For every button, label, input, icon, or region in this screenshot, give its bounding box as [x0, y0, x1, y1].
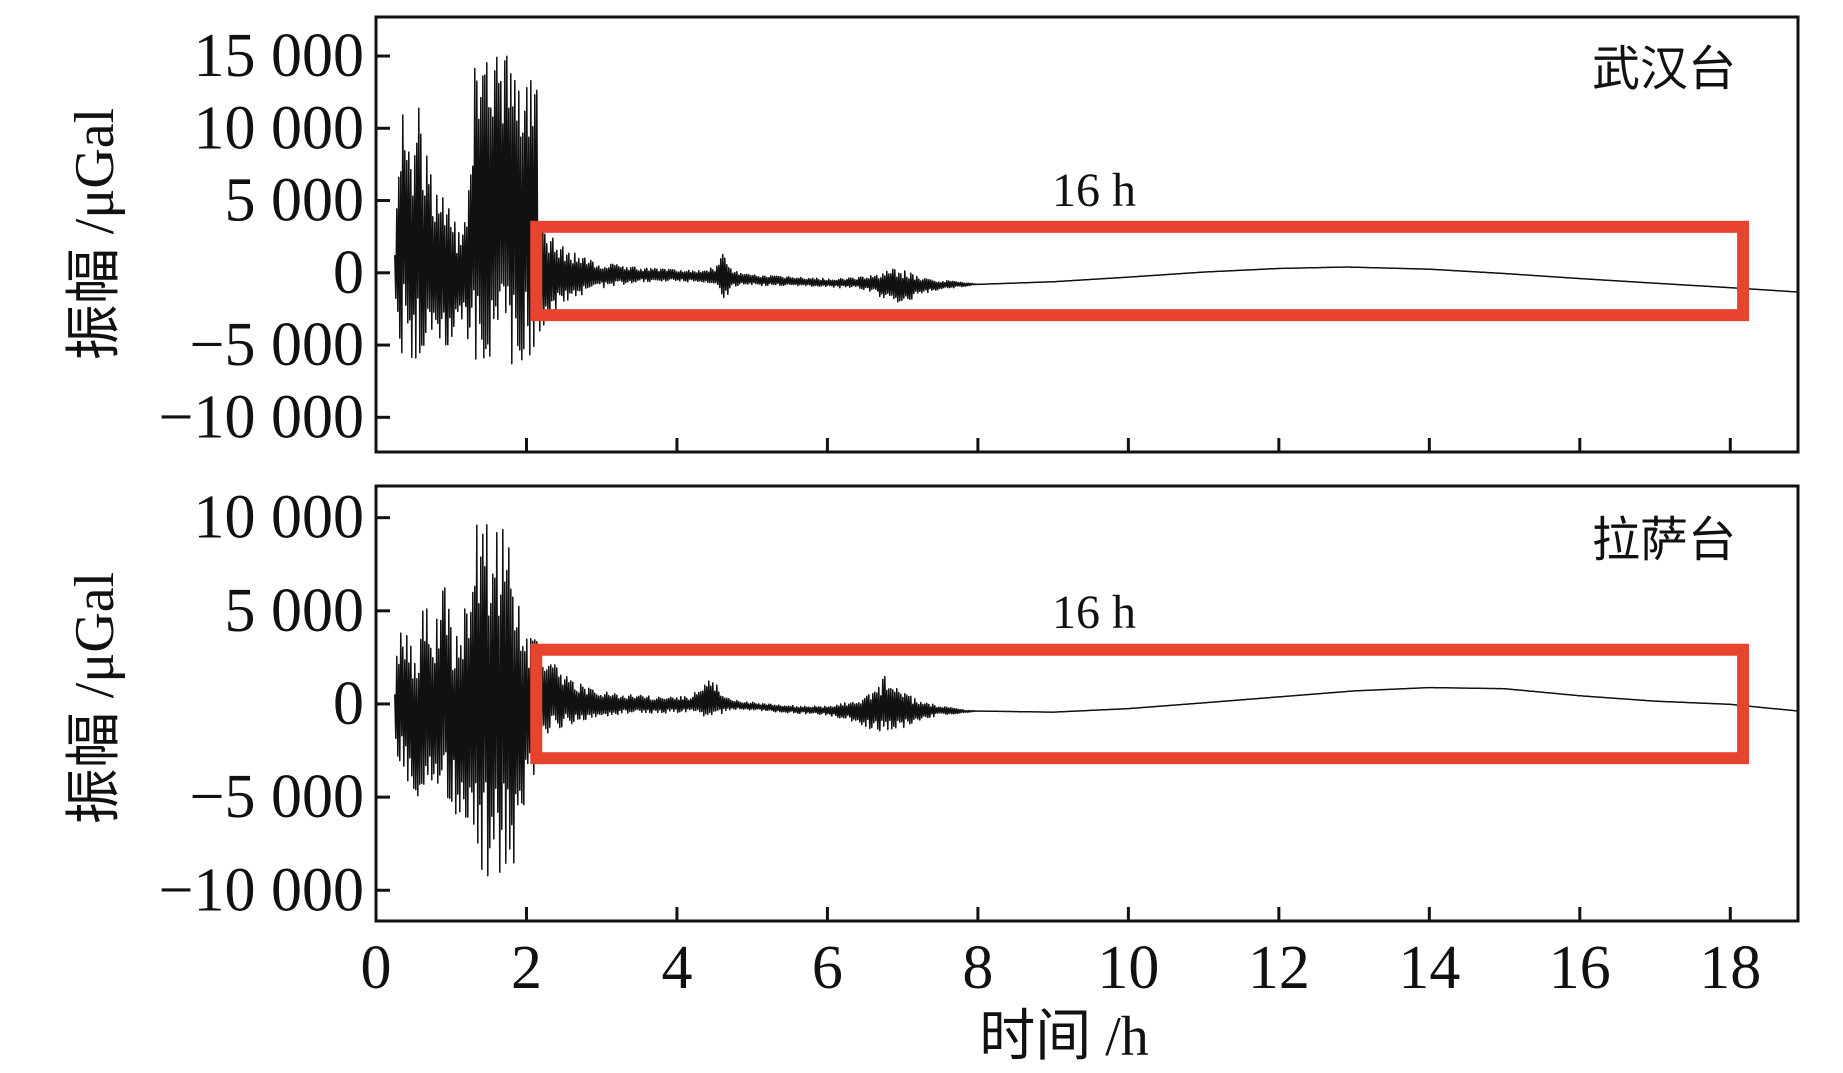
y-axis-label: 振幅 /μGal: [64, 572, 126, 824]
y-tick-label: 5 000: [225, 167, 365, 235]
x-tick-label: 0: [361, 934, 392, 1002]
y-tick-label: 15 000: [194, 22, 365, 90]
y-tick-label: 0: [333, 670, 364, 738]
x-tick-label: 14: [1398, 934, 1460, 1002]
y-tick-label: −5 000: [190, 311, 364, 379]
box-duration-label: 16 h: [1052, 586, 1136, 639]
x-tick-label: 16: [1549, 934, 1611, 1002]
waveform-line: [394, 524, 1798, 877]
x-axis-label: 时间 /h: [979, 1006, 1149, 1068]
x-tick-label: 18: [1699, 934, 1761, 1002]
y-tick-label: −10 000: [159, 383, 364, 451]
x-tick-label: 4: [661, 934, 692, 1002]
waveform-line: [394, 55, 1798, 365]
highlight-box: [530, 643, 1750, 765]
y-tick-label: −10 000: [159, 856, 364, 924]
y-tick-label: 10 000: [194, 484, 365, 552]
station-label: 拉萨台: [1592, 514, 1736, 567]
x-tick-label: 8: [962, 934, 993, 1002]
y-tick-label: 10 000: [194, 94, 365, 162]
station-label: 武汉台: [1592, 43, 1736, 96]
box-duration-label: 16 h: [1052, 164, 1136, 217]
y-tick-label: 5 000: [225, 577, 365, 645]
x-tick-label: 12: [1248, 934, 1310, 1002]
y-tick-label: 0: [333, 239, 364, 307]
x-tick-label: 2: [511, 934, 542, 1002]
x-tick-label: 6: [812, 934, 843, 1002]
chart-panel: 16 h 拉萨台 10 000 5 000 0 −5 000 −10 000 0 2 4 6 8 10 1…: [64, 484, 1800, 1068]
y-tick-label: −5 000: [190, 763, 364, 831]
y-axis-label: 振幅 /μGal: [64, 108, 126, 360]
x-tick-label: 10: [1097, 934, 1159, 1002]
highlight-box: [530, 220, 1750, 322]
plot-frame: [374, 15, 1800, 454]
